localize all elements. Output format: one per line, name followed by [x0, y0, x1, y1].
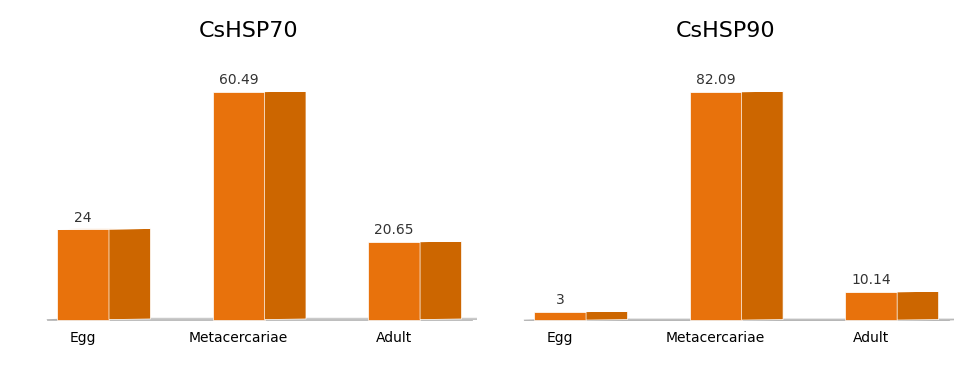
Polygon shape — [420, 241, 461, 320]
Text: 82.09: 82.09 — [696, 73, 735, 87]
Polygon shape — [213, 91, 306, 92]
Text: 3: 3 — [556, 293, 565, 307]
Polygon shape — [897, 291, 939, 320]
Text: 60.49: 60.49 — [218, 73, 258, 87]
Polygon shape — [742, 92, 783, 320]
Polygon shape — [213, 92, 264, 320]
Text: 10.14: 10.14 — [851, 273, 891, 287]
Polygon shape — [845, 291, 939, 292]
Polygon shape — [47, 320, 472, 321]
Polygon shape — [845, 292, 897, 320]
Polygon shape — [534, 311, 628, 312]
Polygon shape — [524, 319, 975, 320]
Title: CsHSP70: CsHSP70 — [199, 21, 298, 41]
Title: CsHSP90: CsHSP90 — [677, 21, 776, 41]
Polygon shape — [534, 312, 586, 320]
Polygon shape — [586, 311, 628, 320]
Polygon shape — [58, 228, 150, 229]
Text: 24: 24 — [74, 210, 92, 225]
Polygon shape — [369, 241, 461, 242]
Polygon shape — [109, 228, 150, 320]
Polygon shape — [369, 242, 420, 320]
Polygon shape — [689, 92, 742, 320]
Polygon shape — [524, 320, 949, 321]
Text: 20.65: 20.65 — [374, 223, 413, 237]
Polygon shape — [264, 91, 306, 320]
Polygon shape — [58, 229, 109, 320]
Polygon shape — [47, 318, 514, 320]
